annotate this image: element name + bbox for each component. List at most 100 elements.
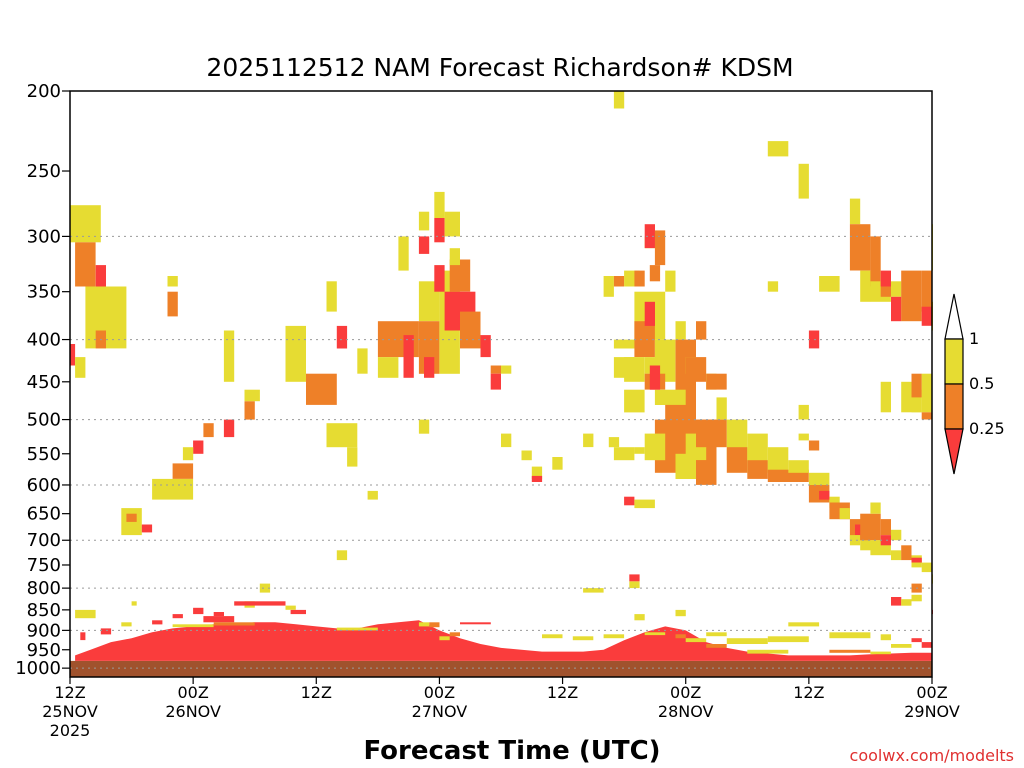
- ri-cell: [434, 191, 445, 218]
- ri-cell: [767, 281, 779, 292]
- ri-cell: [624, 357, 645, 382]
- ri-cell: [172, 614, 183, 619]
- ri-cell: [70, 205, 101, 243]
- ri-cell: [654, 230, 666, 266]
- ri-cell: [131, 601, 137, 606]
- ri-cell: [644, 301, 655, 326]
- ri-cell: [819, 276, 840, 292]
- y-axis: 200 250 300 350 400 450 500 550 600 650 700 7508008…: [15, 81, 70, 679]
- ri-cell: [911, 389, 922, 413]
- ri-cell: [747, 460, 768, 479]
- x-tick-label: 00Z: [670, 683, 701, 702]
- legend-bin-yellow: [944, 338, 964, 385]
- ri-cell: [244, 401, 255, 420]
- ri-cell: [788, 622, 820, 627]
- ri-cell: [860, 270, 871, 302]
- ri-cell: [870, 236, 881, 287]
- ri-cell: [767, 447, 789, 473]
- ri-cell: [880, 381, 891, 413]
- credit-text: coolwx.com/modelts: [850, 746, 1014, 765]
- ri-cell: [552, 457, 563, 470]
- legend-bin-high: [944, 293, 964, 340]
- ri-cell: [193, 440, 204, 454]
- ri-cell: [788, 460, 809, 473]
- ri-cell: [613, 339, 645, 349]
- ri-cell: [80, 632, 86, 641]
- ri-cell: [726, 447, 748, 473]
- legend-level-label: 0.5: [969, 374, 994, 393]
- ri-cell: [347, 447, 358, 467]
- ri-cell: [460, 311, 481, 349]
- ri-cell: [911, 557, 922, 563]
- y-tick-label: 700: [27, 530, 61, 551]
- ri-cell: [100, 628, 112, 635]
- ri-cell: [449, 248, 460, 266]
- legend-level-label: 1: [969, 329, 979, 348]
- ri-cell: [808, 440, 820, 451]
- ri-cell: [203, 616, 235, 623]
- x-axis-label: Forecast Time (UTC): [363, 736, 660, 766]
- ri-cell: [259, 583, 271, 593]
- ground-fill: [70, 660, 932, 677]
- ri-cell: [167, 276, 178, 287]
- ri-cell: [367, 490, 378, 500]
- ri-cell: [336, 550, 348, 561]
- y-tick-label: 600: [27, 475, 61, 496]
- plot-cells: [70, 91, 933, 677]
- ri-cell: [629, 574, 640, 582]
- ri-cell: [716, 397, 727, 420]
- ri-cell: [167, 291, 178, 317]
- ri-band-accent: [644, 632, 666, 636]
- y-tick-label: 250: [27, 161, 61, 182]
- ri-cell: [490, 365, 501, 374]
- ri-cell: [911, 373, 922, 398]
- x-tick-label: 00Z: [424, 683, 455, 702]
- ri-cell: [398, 236, 409, 271]
- ri-cell: [542, 634, 563, 639]
- ri-cell: [767, 141, 789, 157]
- x-tick-label: 28NOV: [658, 702, 714, 721]
- ri-cell: [460, 622, 491, 625]
- ri-cell: [921, 562, 932, 573]
- ri-cell: [613, 91, 625, 109]
- legend-bin-orange: [944, 383, 964, 430]
- ri-band-accent: [449, 632, 460, 637]
- ri-cell: [685, 357, 707, 382]
- colorbar-legend: 1 0.5 0.25: [944, 293, 1005, 475]
- x-tick-label: 25NOV: [42, 702, 98, 721]
- ri-cell: [213, 612, 224, 617]
- ri-cell: [152, 478, 194, 500]
- x-tick-label: 27NOV: [412, 702, 468, 721]
- ri-cell: [244, 389, 260, 402]
- ri-cell: [624, 496, 635, 506]
- ri-cell: [75, 357, 86, 378]
- ri-cell: [829, 496, 840, 509]
- ri-cell: [767, 636, 809, 643]
- ri-band-accent: [336, 627, 378, 631]
- x-tick-label: 12Z: [54, 683, 85, 702]
- ri-cell: [870, 502, 881, 514]
- ri-cell: [306, 373, 337, 405]
- ri-cell: [726, 638, 768, 644]
- y-tick-label: 750: [27, 555, 61, 576]
- ri-band-accent: [429, 622, 440, 628]
- ri-cell: [521, 450, 532, 461]
- x-tick-label: 00Z: [916, 683, 947, 702]
- ri-cell: [418, 236, 430, 254]
- x-tick-label: 00Z: [177, 683, 208, 702]
- ri-cell: [418, 211, 430, 231]
- ri-cell: [921, 373, 932, 413]
- ri-cell: [798, 404, 809, 420]
- ri-cell: [572, 636, 594, 641]
- ri-cell: [182, 447, 194, 461]
- ri-band-accent: [675, 634, 686, 639]
- ri-cell: [849, 224, 871, 271]
- y-tick-label: 900: [27, 620, 61, 641]
- ri-cell: [921, 412, 932, 420]
- ri-cell: [644, 433, 666, 461]
- x-tick-label: 2025: [50, 721, 91, 740]
- ri-cell: [921, 306, 932, 326]
- y-tick-label: 400: [27, 330, 61, 351]
- ri-cell: [644, 224, 655, 249]
